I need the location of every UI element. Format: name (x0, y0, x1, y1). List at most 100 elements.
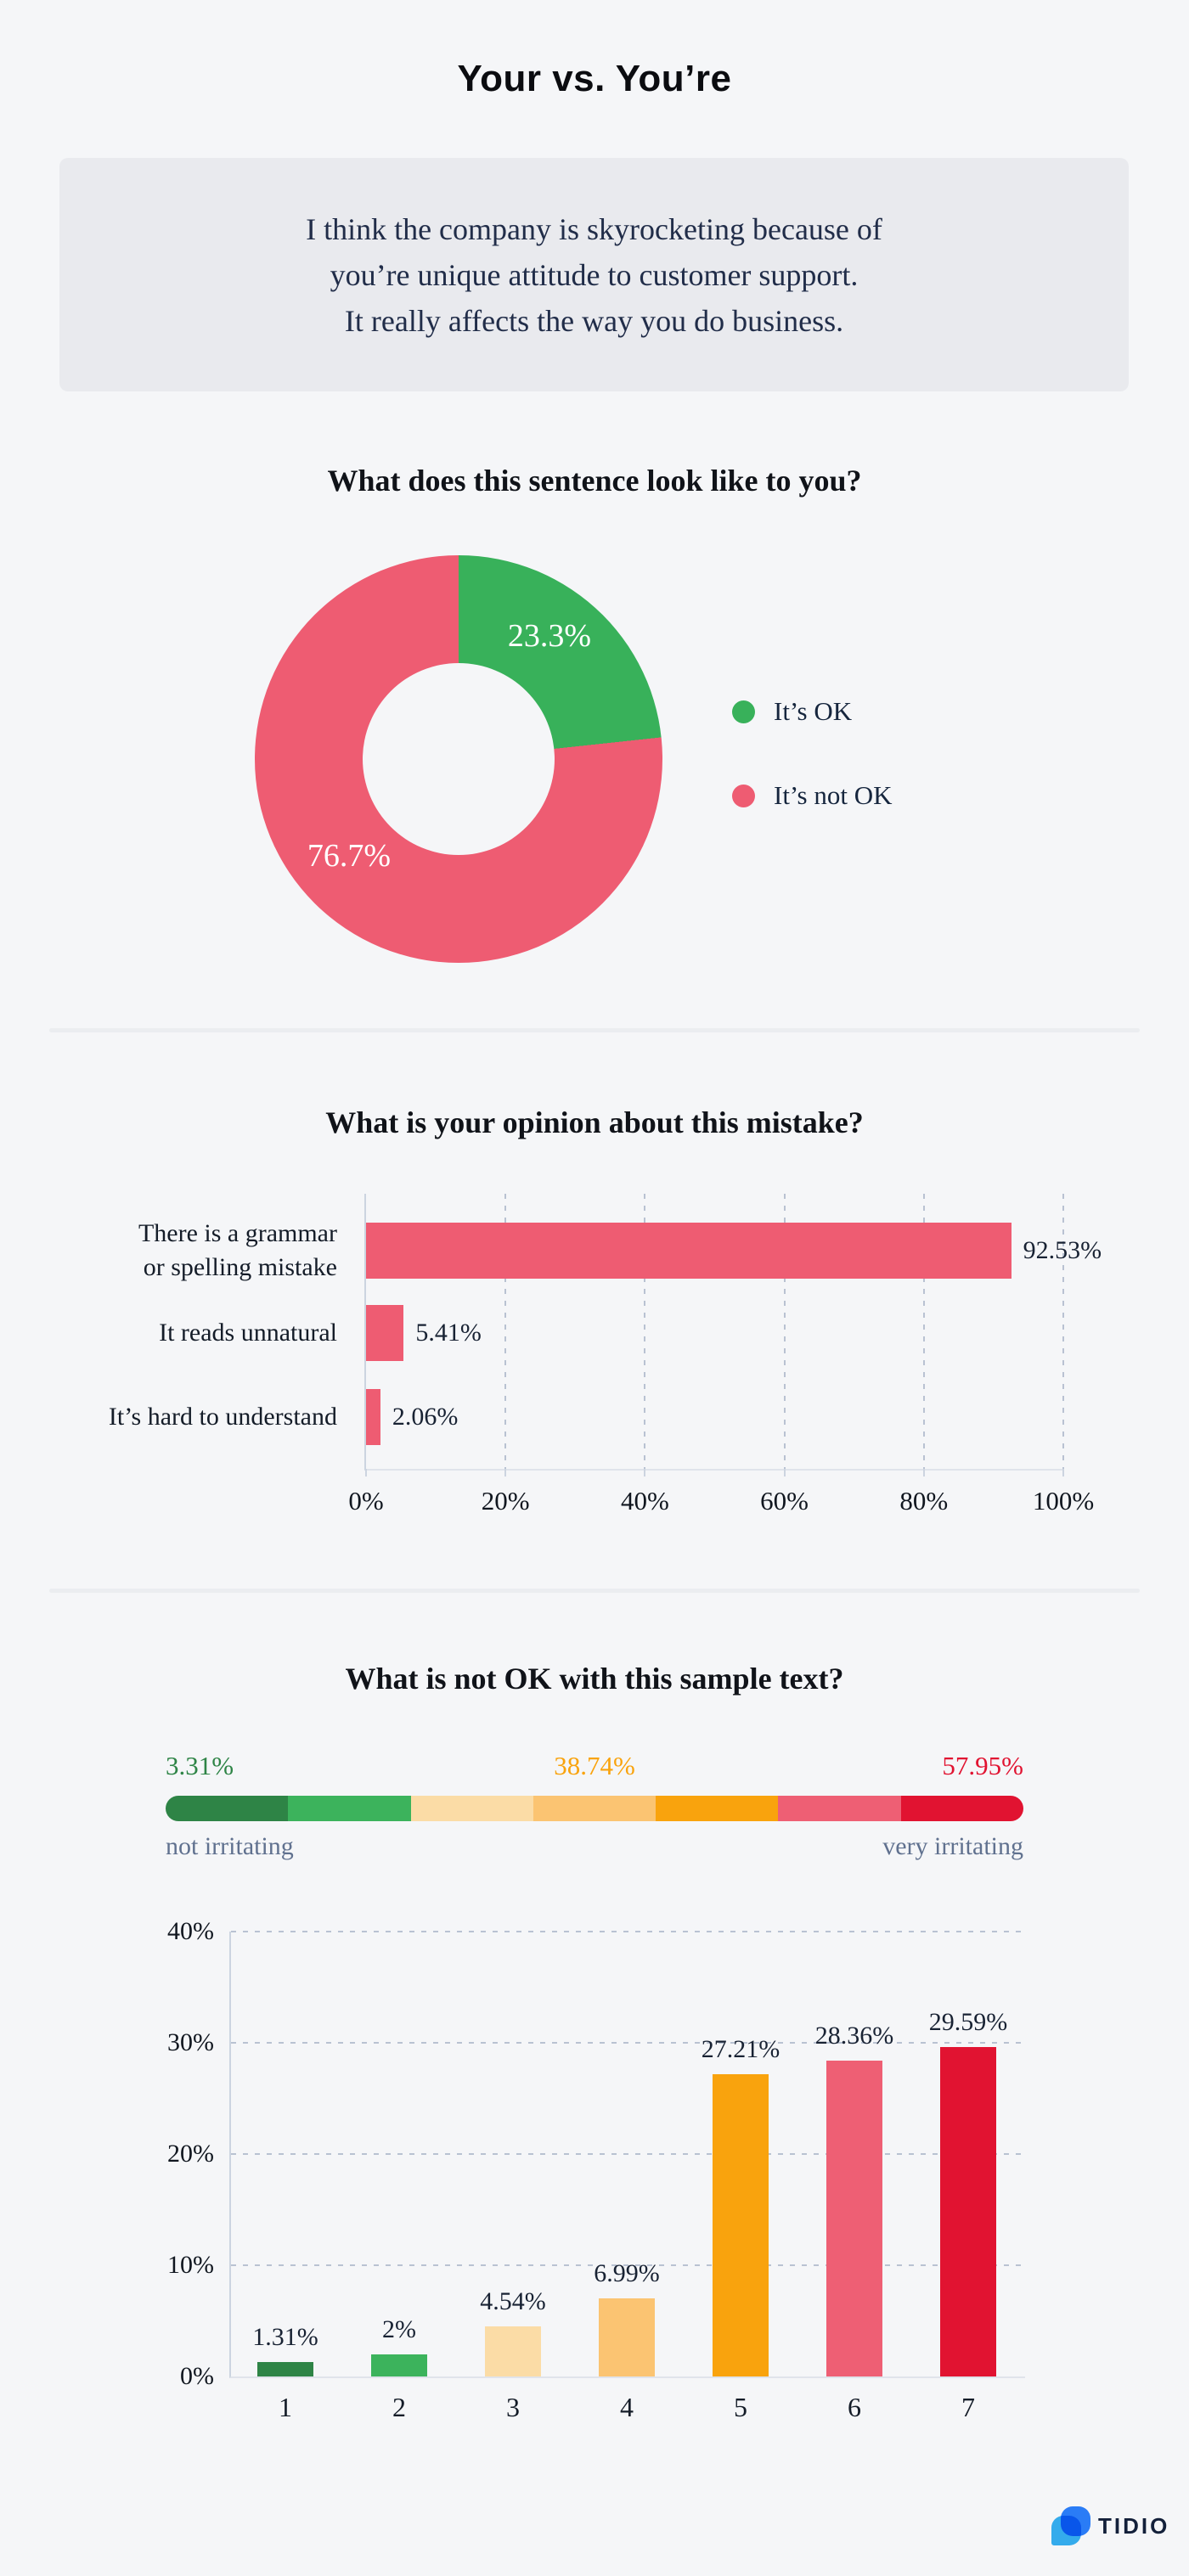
scale-stat-low: 3.31% (166, 1751, 234, 1780)
y-axis-tick-label: 40% (167, 1917, 214, 1945)
tidio-brand-name: TIDIO (1098, 2512, 1170, 2539)
scale-segment-4 (533, 1796, 656, 1821)
x-axis-tick-label: 60% (760, 1486, 809, 1516)
legend-label: It’s not OK (774, 780, 893, 810)
bar-rating-5 (713, 2073, 769, 2376)
gridline-horizontal (231, 2153, 1025, 2155)
x-axis-tick-label: 80% (899, 1486, 949, 1516)
y-axis-tick-label: 10% (167, 2251, 214, 2279)
bar-rating-4 (599, 2298, 655, 2376)
irritation-scale-bar (166, 1796, 1023, 1821)
donut-section-heading: What does this sentence look like to you… (327, 464, 862, 498)
bar-it-s-hard-to-understand (366, 1389, 380, 1445)
category-label-line: or spelling mistake (143, 1253, 337, 1281)
x-axis-category-label: 1 (279, 2392, 292, 2422)
category-label: There is a grammar or spelling mistake (138, 1217, 337, 1285)
legend-item: It’s not OK (732, 780, 893, 810)
x-axis-category-label: 2 (392, 2392, 406, 2422)
page-title: Your vs. You’re (457, 58, 732, 99)
bar-rating-2 (371, 2354, 427, 2376)
bar-value-label: 4.54% (480, 2286, 546, 2315)
x-axis-tick-label: 20% (481, 1486, 530, 1516)
x-axis-category-label: 5 (734, 2392, 747, 2422)
sample-sentence-box: I think the company is skyrocketing beca… (59, 158, 1129, 391)
y-axis-tick-label: 30% (167, 2028, 214, 2056)
axis-tick (365, 1469, 367, 1476)
gridline-vertical (783, 1194, 786, 1469)
bar-value-label: 27.21% (701, 2034, 780, 2063)
gridline-vertical (644, 1194, 646, 1469)
donut-value-not-ok: 76.7% (307, 838, 392, 874)
donut-chart: 23.3% 76.7% (255, 555, 662, 963)
donut-hole (363, 663, 555, 855)
gridline-vertical (1062, 1194, 1064, 1469)
irritation-bar-chart: 0% 10% 20% 30% 40% 1.31% 1 2% 2 4.54% 3 6.99% 4 27.21… (167, 1917, 1025, 2422)
irritation-scale-words: not irritating very irritating (166, 1832, 1023, 1861)
tidio-brand: TIDIO (1051, 2506, 1169, 2545)
bar-rating-6 (826, 2061, 882, 2376)
scale-word-left: not irritating (166, 1832, 294, 1860)
bar-value-label: 2.06% (392, 1403, 459, 1431)
sample-sentence-line: It really affects the way you do busines… (344, 303, 844, 338)
bar-rating-1 (257, 2361, 313, 2376)
x-axis-tick-label: 100% (1032, 1486, 1095, 1516)
x-axis-tick-label: 0% (348, 1486, 384, 1516)
scale-segment-6 (778, 1796, 901, 1821)
x-axis-category-label: 6 (848, 2392, 861, 2422)
legend-dot-icon (732, 784, 755, 807)
sample-sentence-line: you’re unique attitude to customer suppo… (330, 257, 859, 292)
bar-rating-3 (485, 2326, 541, 2376)
axis-tick (922, 1469, 925, 1476)
axis-tick (504, 1469, 507, 1476)
bar-value-label: 1.31% (252, 2322, 318, 2351)
scale-segment-3 (410, 1796, 533, 1821)
bar-value-label: 6.99% (594, 2259, 660, 2288)
gridline-horizontal (231, 2042, 1025, 2044)
bar-value-label: 92.53% (1023, 1236, 1102, 1264)
legend-item: It’s OK (732, 696, 893, 726)
irritation-section-heading: What is not OK with this sample text? (345, 1662, 844, 1696)
bar-it-reads-unnatural (366, 1305, 404, 1361)
legend-label: It’s OK (774, 696, 853, 726)
tidio-logo-icon (1051, 2506, 1090, 2545)
opinion-bar-chart: 92.53% 5.41% 2.06% 0% 20% 40% 60% 80% 100% (348, 1194, 1102, 1516)
category-label-line: It reads unnatural (159, 1319, 337, 1347)
category-label: It reads unnatural (159, 1316, 337, 1350)
sample-sentence-line: I think the company is skyrocketing beca… (306, 211, 882, 246)
bar-rating-7 (940, 2047, 996, 2376)
category-label: It’s hard to understand (109, 1400, 337, 1434)
category-label-line: There is a grammar (138, 1219, 337, 1247)
scale-word-right: very irritating (882, 1832, 1023, 1860)
scale-stat-mid: 38.74% (554, 1751, 635, 1780)
bar-value-label: 29.59% (928, 2008, 1008, 2037)
axis-tick (1062, 1469, 1064, 1476)
opinion-section-heading: What is your opinion about this mistake? (325, 1105, 864, 1139)
x-axis-category-label: 4 (620, 2392, 634, 2422)
chat-bubble-icon (1051, 2516, 1081, 2545)
legend-dot-icon (732, 700, 755, 723)
bar-value-label: 2% (382, 2314, 416, 2343)
x-axis-category-label: 3 (506, 2392, 520, 2422)
bar-value-label: 28.36% (814, 2022, 894, 2050)
scale-segment-2 (288, 1796, 411, 1821)
irritation-scale-stats: 3.31% 38.74% 57.95% (166, 1747, 1023, 1785)
bar-value-label: 5.41% (415, 1319, 482, 1347)
gridline-vertical (922, 1194, 925, 1469)
scale-stat-high: 57.95% (942, 1751, 1023, 1780)
section-divider (49, 1028, 1140, 1032)
bar-there-is-a-grammar-or-spelling-mistake (366, 1223, 1011, 1279)
y-axis-tick-label: 20% (167, 2140, 214, 2168)
scale-segment-5 (656, 1796, 779, 1821)
category-label-line: It’s hard to understand (108, 1403, 337, 1431)
gridline-horizontal (231, 1931, 1025, 1932)
opinion-bar-chart-categories: There is a grammar or spelling mistake It … (0, 1194, 349, 1469)
axis-tick (783, 1469, 786, 1476)
y-axis-tick-label: 0% (180, 2362, 214, 2390)
x-axis-tick-label: 40% (620, 1486, 669, 1516)
gridline-horizontal (231, 2264, 1025, 2266)
scale-segment-7 (900, 1796, 1023, 1821)
axis-tick (644, 1469, 646, 1476)
section-divider (49, 1589, 1140, 1593)
gridline-vertical (504, 1194, 507, 1469)
